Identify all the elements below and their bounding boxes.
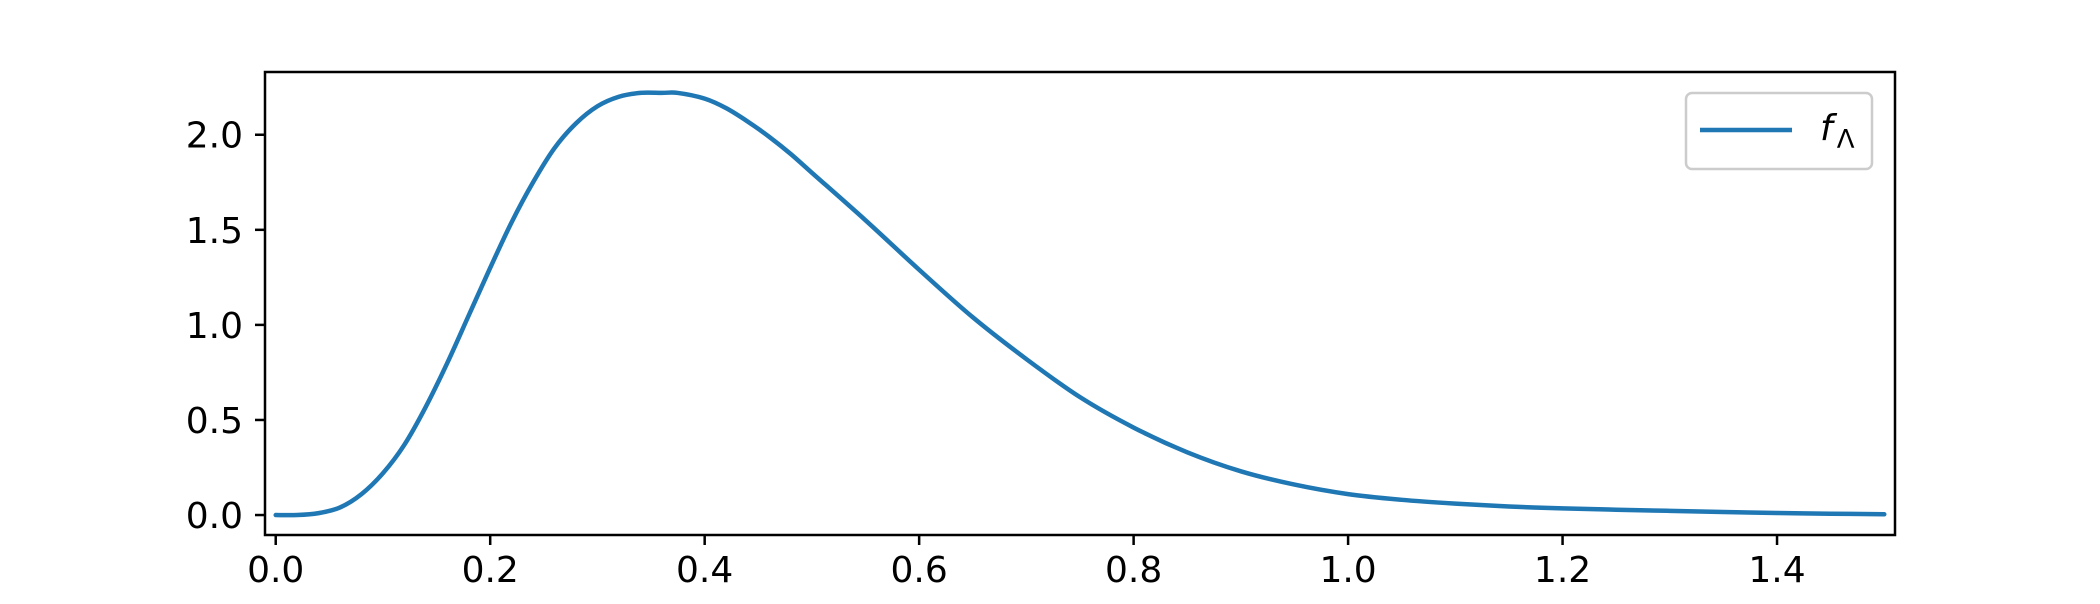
series-line [273,90,1887,518]
y-tick-label: 0.5 [186,401,243,442]
x-tick-label: 1.0 [1319,550,1376,591]
x-tick-label: 1.2 [1534,550,1591,591]
legend-series-subscript: Λ [1837,125,1855,155]
y-tick-label: 1.0 [186,306,243,347]
y-axis: 0.0 0.5 1.0 1.5 2.0 [186,116,265,537]
x-tick-label: 0.0 [247,550,304,591]
y-tick-label: 0.0 [186,496,243,537]
series-layer [273,90,1887,518]
y-tick-label: 2.0 [186,116,243,157]
x-tick-label: 0.4 [676,550,733,591]
y-tick-label: 1.5 [186,211,243,252]
x-axis: 0.0 0.2 0.4 0.6 0.8 1.0 1.2 1.4 [247,535,1806,591]
x-tick-label: 0.6 [891,550,948,591]
x-tick-label: 0.8 [1105,550,1162,591]
x-tick-label: 0.2 [462,550,519,591]
x-tick-label: 1.4 [1748,550,1805,591]
plot-frame [263,70,1897,537]
